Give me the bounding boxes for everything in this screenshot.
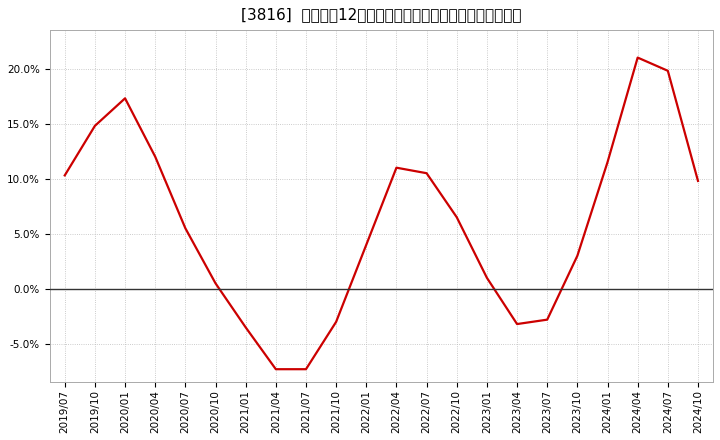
Title: [3816]  売上高の12か月移動合計の対前年同期増減率の推移: [3816] 売上高の12か月移動合計の対前年同期増減率の推移 bbox=[241, 7, 521, 22]
